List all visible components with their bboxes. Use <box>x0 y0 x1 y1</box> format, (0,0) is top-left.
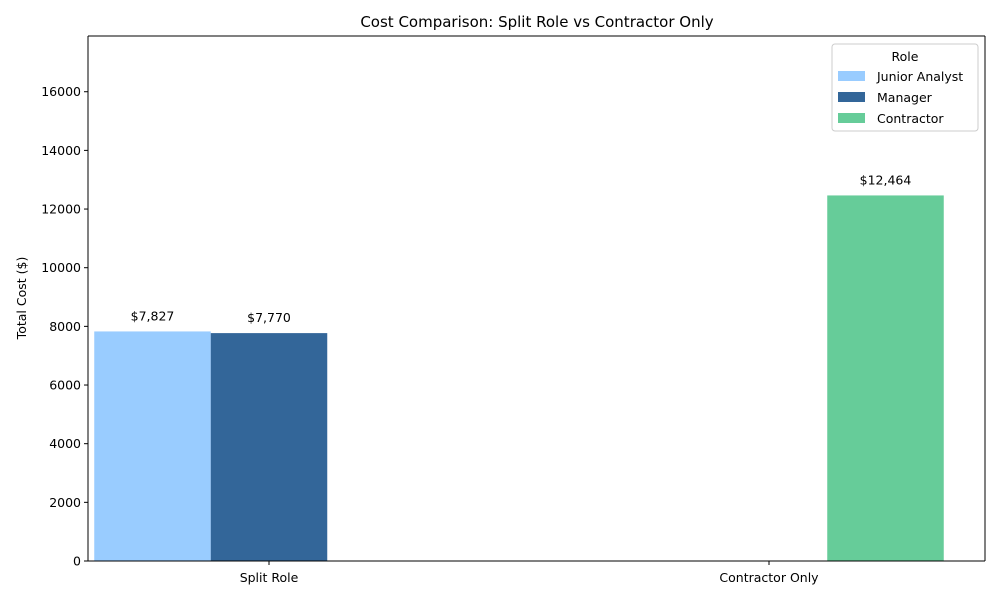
x-tick-label: Contractor Only <box>719 570 819 585</box>
legend-swatch-manager <box>838 92 865 102</box>
legend-swatch-junior-analyst <box>838 71 865 81</box>
y-tick-label: 14000 <box>41 143 81 158</box>
y-tick-label: 6000 <box>49 378 81 393</box>
y-tick-label: 8000 <box>49 319 81 334</box>
legend: Role Junior Analyst Manager Contractor <box>831 43 979 132</box>
y-tick-label: 0 <box>73 554 81 569</box>
data-label: $12,464 <box>860 172 912 187</box>
legend-swatch-contractor <box>838 113 865 123</box>
chart-title: Cost Comparison: Split Role vs Contracto… <box>360 13 713 31</box>
y-tick-label: 2000 <box>49 495 81 510</box>
legend-label-manager: Manager <box>877 90 933 105</box>
legend-title: Role <box>892 49 919 64</box>
bar-junior-analyst-split-role <box>94 331 211 561</box>
bar-manager-split-role <box>210 333 328 561</box>
y-tick-label: 10000 <box>41 260 81 275</box>
data-label: $7,827 <box>131 308 175 323</box>
x-tick-label: Split Role <box>240 570 299 585</box>
bar-contractor-contractor-only <box>827 195 944 561</box>
plot-area: $7,827 $7,770 $12,464 0 2000 4000 6000 8000 1000… <box>41 35 986 585</box>
legend-label-contractor: Contractor <box>877 111 944 126</box>
data-label: $7,770 <box>247 310 291 325</box>
legend-label-junior-analyst: Junior Analyst <box>876 69 963 84</box>
y-tick-label: 12000 <box>41 202 81 217</box>
y-axis-title: Total Cost ($) <box>14 257 29 341</box>
y-tick-label: 4000 <box>49 436 81 451</box>
legend-box <box>831 43 979 132</box>
y-tick-label: 16000 <box>41 84 81 99</box>
